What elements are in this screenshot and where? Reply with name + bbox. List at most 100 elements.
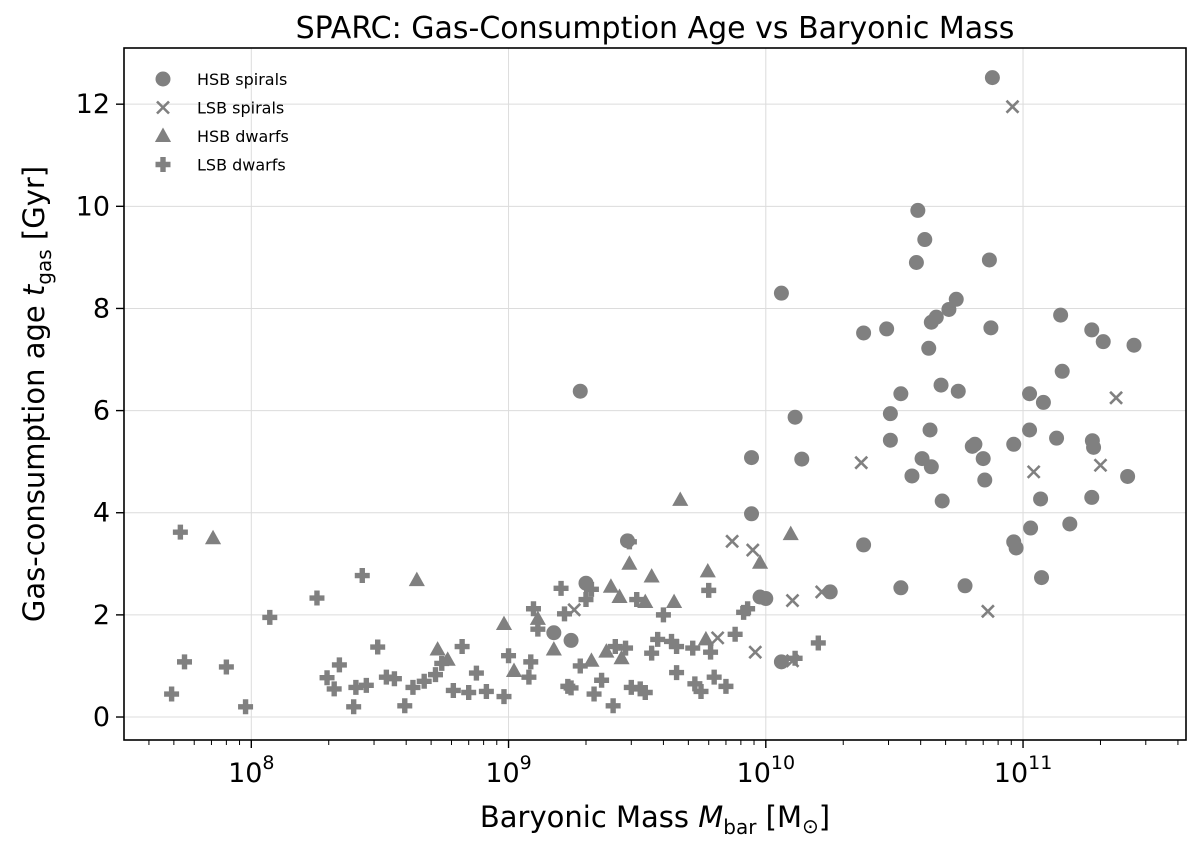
x-axis-ticks: 108 109 1010 1011	[148, 740, 1179, 789]
data-point	[348, 679, 364, 695]
x-tick-label: 108	[228, 752, 274, 789]
data-point	[1126, 337, 1142, 353]
data-point	[893, 580, 909, 596]
data-point	[923, 459, 939, 475]
data-point	[563, 632, 579, 648]
legend-label: LSB dwarfs	[197, 156, 286, 175]
data-point	[710, 630, 725, 645]
data-point	[454, 639, 470, 655]
data-point	[319, 670, 335, 686]
data-point	[621, 534, 637, 550]
data-point	[980, 604, 995, 619]
data-point	[856, 537, 872, 553]
data-point	[602, 578, 619, 593]
legend-marker	[156, 100, 170, 115]
y-axis-label: Gas-consumption age tgas [Gyr]	[17, 166, 56, 622]
data-point	[331, 657, 347, 673]
data-point	[578, 592, 594, 608]
data-point	[613, 649, 630, 665]
data-point	[637, 685, 653, 701]
data-point	[773, 654, 789, 670]
data-point	[725, 534, 740, 549]
data-point	[744, 506, 760, 522]
data-point	[693, 683, 709, 699]
data-point	[563, 680, 579, 696]
y-tick-label: 6	[93, 396, 110, 427]
data-point	[917, 232, 933, 248]
data-point	[605, 698, 621, 714]
data-point	[727, 626, 743, 642]
data-point	[461, 685, 477, 701]
data-point	[629, 592, 645, 608]
data-point	[773, 285, 789, 301]
data-point	[810, 635, 826, 651]
data-point	[397, 698, 413, 714]
data-point	[1034, 570, 1050, 586]
data-point	[981, 252, 997, 268]
data-point	[553, 580, 569, 596]
series-hsb-dwarfs	[204, 491, 799, 678]
data-point	[583, 581, 599, 597]
data-point	[505, 662, 523, 678]
data-point	[975, 451, 991, 467]
series-lsb-dwarfs	[164, 524, 826, 715]
data-point	[782, 525, 799, 541]
data-point	[1084, 489, 1100, 505]
data-point	[758, 591, 774, 607]
data-point	[1008, 540, 1024, 556]
data-point	[1120, 468, 1136, 484]
legend-label: HSB dwarfs	[197, 127, 289, 146]
data-point	[922, 422, 938, 438]
legend: HSB spirals LSB spirals HSB dwarfs LSB dwar…	[154, 70, 289, 175]
data-point	[434, 655, 450, 671]
y-tick-label: 2	[93, 600, 110, 631]
y-tick-label: 0	[93, 702, 110, 733]
data-point	[556, 606, 572, 622]
data-point	[650, 631, 666, 647]
data-point	[672, 491, 689, 506]
y-tick-label: 8	[93, 293, 110, 324]
data-point	[1095, 334, 1111, 350]
data-point	[748, 645, 763, 660]
data-point	[637, 593, 654, 609]
data-point	[928, 309, 944, 325]
data-point	[607, 639, 623, 655]
data-point	[967, 436, 983, 452]
data-point	[1054, 363, 1070, 379]
data-point	[745, 543, 760, 557]
data-point	[405, 679, 421, 695]
legend-marker	[155, 71, 171, 87]
data-point	[1086, 439, 1102, 455]
data-point	[429, 641, 446, 656]
data-point	[787, 409, 803, 425]
data-point	[706, 669, 722, 685]
data-point	[1006, 436, 1022, 452]
data-point	[1005, 99, 1020, 114]
data-point	[948, 291, 964, 307]
data-point	[572, 658, 588, 674]
data-point	[984, 70, 1000, 86]
x-tick-label: 109	[485, 752, 531, 789]
data-point	[309, 590, 325, 606]
x-tick-label: 1010	[737, 752, 796, 789]
data-point	[669, 639, 685, 655]
data-point	[262, 609, 278, 625]
data-point	[934, 493, 950, 509]
data-point	[736, 604, 752, 620]
x-tick-label: 1011	[994, 752, 1053, 789]
chart-title: SPARC: Gas-Consumption Age vs Baryonic M…	[296, 11, 1015, 46]
data-point	[699, 562, 716, 578]
data-point	[785, 593, 800, 608]
data-point	[632, 681, 648, 697]
data-point	[623, 679, 639, 695]
data-point	[346, 699, 362, 715]
y-tick-label: 4	[93, 498, 110, 529]
data-point	[1022, 422, 1038, 438]
data-point	[583, 652, 600, 667]
data-point	[468, 665, 484, 681]
data-point	[598, 643, 615, 658]
data-points	[164, 70, 1142, 715]
y-tick-label: 12	[76, 89, 110, 120]
